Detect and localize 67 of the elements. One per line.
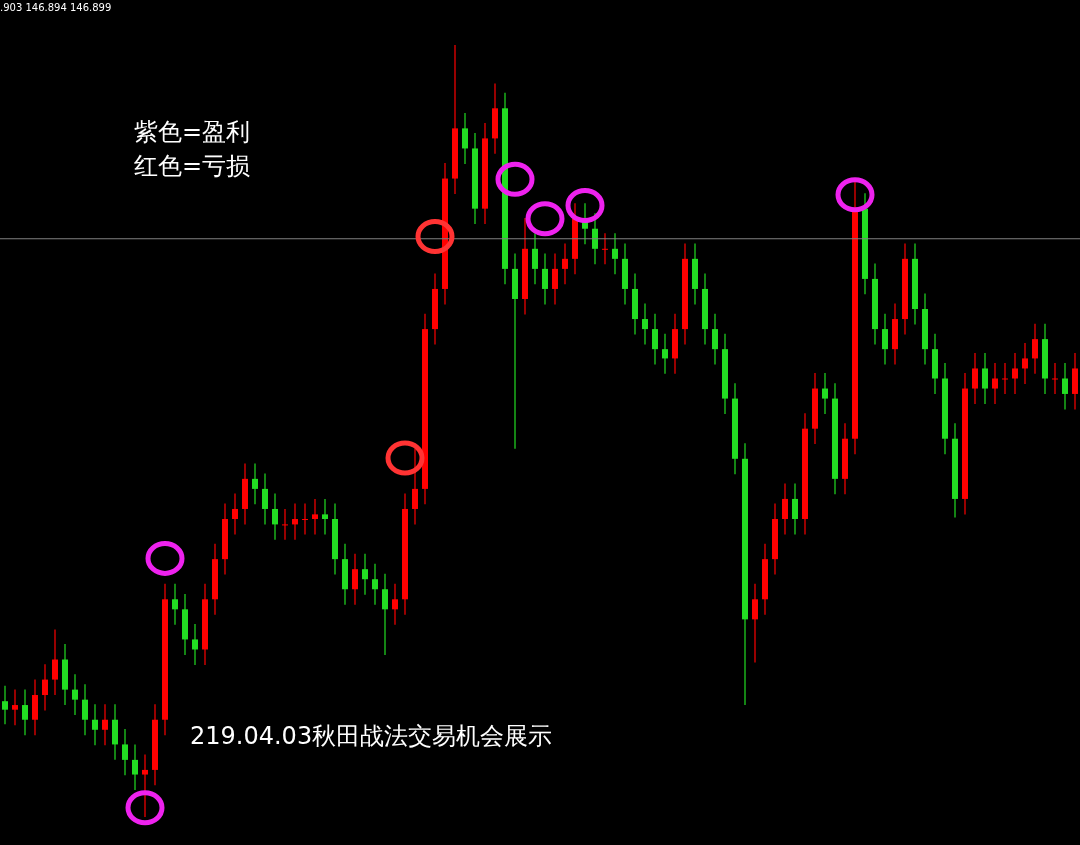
candlestick	[312, 498, 318, 536]
point	[415, 218, 455, 254]
candlestick	[392, 583, 398, 626]
candlestick	[562, 242, 568, 285]
candlestick	[662, 333, 668, 375]
point	[525, 201, 565, 237]
candlestick	[1012, 352, 1018, 395]
candlestick	[642, 303, 648, 346]
candlestick	[992, 362, 998, 405]
point	[385, 440, 425, 476]
candlestick	[232, 492, 238, 536]
candlestick	[822, 372, 828, 415]
candlestick	[352, 553, 358, 606]
candlestick	[1052, 362, 1058, 395]
candlestick	[972, 352, 978, 405]
candlestick	[122, 728, 128, 776]
candlestick	[82, 683, 88, 736]
candlestick	[412, 448, 418, 526]
candlestick	[462, 112, 468, 165]
point	[835, 177, 875, 213]
annotation: 红色=亏损	[134, 152, 251, 181]
candlestick	[552, 252, 558, 305]
candlestick	[132, 743, 138, 791]
candlestick	[362, 553, 368, 596]
candlestick	[12, 689, 18, 726]
candlestick	[372, 563, 378, 606]
candlestick	[72, 673, 78, 716]
candlestick	[272, 492, 278, 541]
candlestick	[1022, 342, 1028, 385]
annotation: 219.04.03秋田战法交易机会展示	[190, 722, 553, 751]
candlestick	[262, 472, 268, 526]
candlestick	[752, 583, 758, 664]
candlestick	[252, 462, 258, 505]
candlestick	[612, 232, 618, 275]
candlestick	[982, 352, 988, 405]
candlestick	[712, 313, 718, 366]
point	[495, 161, 535, 197]
candlestick	[142, 753, 148, 818]
candlestick	[792, 482, 798, 536]
candlestick	[782, 482, 788, 536]
candlestick	[102, 703, 108, 746]
candlestick	[602, 232, 608, 265]
point	[565, 188, 605, 224]
candlestick	[652, 313, 658, 366]
candlestick	[292, 502, 298, 541]
candlestick	[92, 703, 98, 746]
candlestick	[1032, 323, 1038, 375]
candlestick	[1062, 362, 1068, 410]
candlestick	[52, 628, 58, 696]
candlestick	[592, 212, 598, 265]
candlestick	[322, 498, 328, 536]
candlestick	[542, 252, 548, 305]
candlestick	[382, 573, 388, 656]
candlestick	[532, 232, 538, 285]
text: .903 146.894 146.899	[0, 2, 112, 14]
candlestick	[22, 689, 28, 736]
candlestick	[882, 313, 888, 366]
candlestick	[42, 663, 48, 712]
candlestick	[192, 623, 198, 666]
candlestick	[302, 502, 308, 536]
annotation: 紫色=盈利	[134, 118, 251, 147]
point	[145, 540, 185, 576]
point	[125, 790, 165, 826]
candlestick	[282, 508, 288, 541]
candlestick	[1002, 362, 1008, 395]
candlestick	[2, 685, 8, 725]
candlestick	[172, 583, 178, 626]
